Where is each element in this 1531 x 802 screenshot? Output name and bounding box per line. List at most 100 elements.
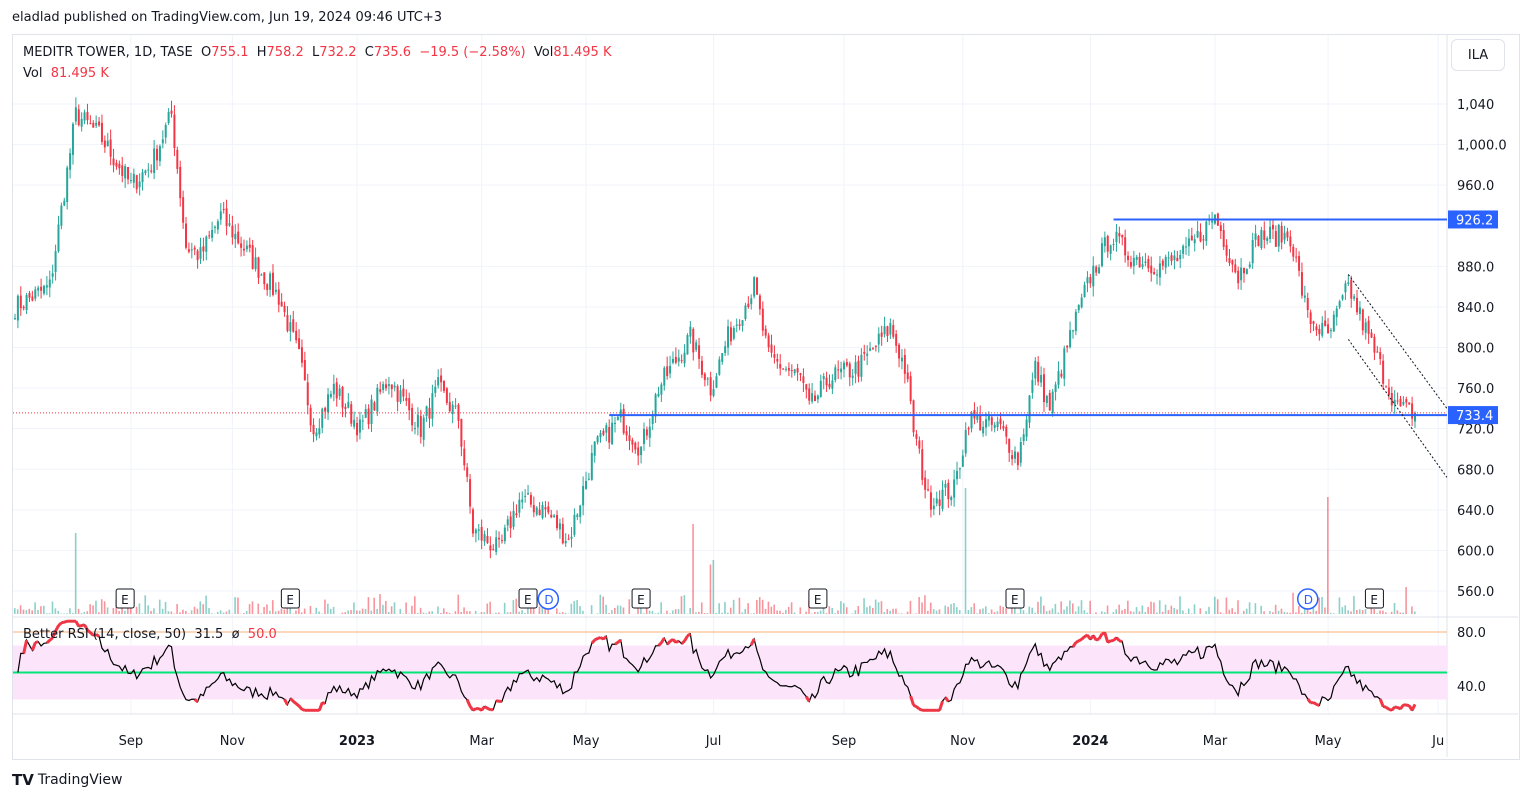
candle-body [469, 479, 472, 507]
candle [1231, 259, 1234, 273]
volume-bar [1393, 603, 1396, 614]
candle [364, 404, 367, 419]
candle-body [1037, 361, 1040, 382]
candle-body [735, 324, 738, 326]
candle-body [379, 389, 382, 392]
candle [1176, 250, 1179, 262]
candle [1376, 346, 1379, 353]
candle [944, 480, 947, 496]
candle [1190, 227, 1193, 241]
candle [831, 374, 834, 395]
volume-bar [1208, 606, 1210, 614]
candle [631, 437, 634, 453]
candle-body [903, 355, 906, 374]
volume-bar [51, 601, 54, 614]
candle-body [187, 249, 190, 252]
tradingview-logo[interactable]: TV TradingView [12, 771, 122, 789]
candle [48, 270, 51, 298]
candle-body [445, 388, 448, 403]
candle [602, 428, 605, 437]
currency-button[interactable]: ILA [1451, 39, 1505, 71]
volume-bar [1399, 612, 1402, 614]
volume-bar [854, 610, 857, 614]
candle [834, 364, 837, 383]
time-tick-label: Nov [220, 734, 246, 749]
volume-bar [527, 606, 529, 614]
price-tick-label: 880.0 [1457, 260, 1494, 275]
candle-body [1329, 330, 1332, 332]
time-tick-label: Nov [950, 734, 976, 749]
volume-bar [776, 610, 778, 614]
volume-bar [669, 613, 671, 614]
price-tick-label: 720.0 [1457, 423, 1494, 438]
price-label: 926.2 [1456, 213, 1493, 228]
candle-body [756, 277, 759, 295]
candle [793, 368, 796, 376]
rsi-extreme-segment [63, 619, 68, 624]
volume-bar [1173, 608, 1176, 614]
volume-bar [579, 606, 581, 614]
candle [451, 400, 454, 424]
volume-bar [529, 604, 532, 614]
volume-bar [489, 601, 491, 614]
candle-body [651, 415, 654, 424]
open-label: O [201, 45, 212, 60]
candle-body [860, 354, 863, 377]
earnings-label: E [121, 593, 129, 607]
candle [1367, 316, 1370, 344]
candle [950, 495, 953, 506]
rsi-extreme-segment [1080, 635, 1086, 641]
volume-bar [990, 609, 993, 614]
candle [498, 531, 501, 548]
volume-bar [298, 606, 300, 614]
candle [1014, 446, 1016, 464]
candle-body [579, 505, 582, 518]
candle [608, 419, 611, 450]
candle-body [182, 197, 185, 223]
candle-body [16, 295, 19, 321]
candle-body [953, 479, 956, 498]
volume-bar [1100, 611, 1103, 614]
candle [1083, 281, 1086, 298]
rsi-extreme-segment [1312, 701, 1318, 706]
volume-bar [277, 610, 280, 614]
candle-body [1129, 262, 1132, 267]
candle-body [634, 442, 637, 450]
volume-bar [503, 602, 506, 614]
volume-bar [350, 610, 352, 614]
candle [808, 383, 811, 405]
rsi-extreme-segment [61, 620, 65, 625]
candle [683, 344, 686, 368]
volume-bar [944, 605, 947, 614]
volume-bar [263, 606, 265, 614]
candle-body [793, 369, 796, 374]
volume-bar [715, 612, 718, 614]
candle [1254, 224, 1257, 248]
time-tick-label: 2024 [1072, 734, 1108, 749]
candle-body [1193, 239, 1196, 244]
time-tick-label: Sep [832, 734, 857, 749]
candle-body [767, 335, 770, 348]
volume-bar [906, 611, 909, 614]
candle-body [921, 449, 924, 480]
candle-body [524, 495, 527, 497]
volume-bar [208, 608, 210, 614]
volume-bar [558, 612, 561, 614]
volume-bar [1341, 607, 1344, 614]
candle [1008, 438, 1011, 462]
volume-bar [947, 606, 949, 614]
volume-bar [445, 612, 448, 614]
candle [277, 281, 280, 313]
volume-bar [185, 610, 187, 614]
volume-bar [1405, 587, 1407, 614]
candle [182, 190, 185, 229]
volume-bar [1112, 612, 1115, 614]
volume-bar [1214, 596, 1216, 614]
candle-body [228, 223, 231, 226]
price-tick-label: 760.0 [1457, 382, 1494, 397]
candle-body [1008, 438, 1011, 453]
candle-body [837, 369, 840, 371]
candle [857, 355, 860, 383]
volume-bar [680, 596, 683, 614]
